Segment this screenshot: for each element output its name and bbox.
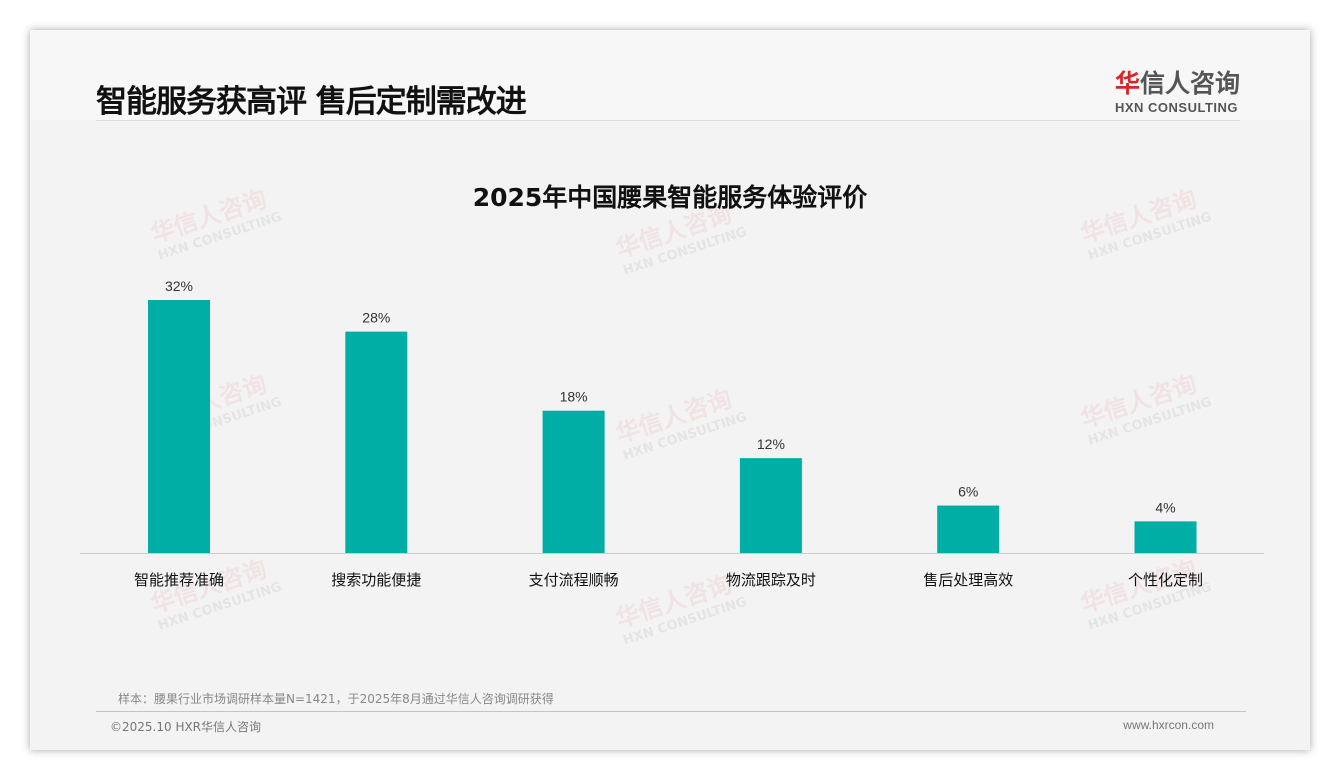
data-label: 18% [560,389,588,405]
logo-red: 华 [1114,69,1140,98]
bar-chart: 32% 智能推荐准确 28% 搜索功能便捷 18% 支付流程顺畅 12% 物流跟踪及时 6% 售后… [80,278,1264,589]
category-label: 支付流程顺畅 [529,571,619,589]
data-label: 32% [165,278,193,294]
header [30,30,1310,120]
data-label: 28% [362,310,390,326]
category-label: 物流跟踪及时 [726,571,816,589]
sample-note: 样本：腰果行业市场调研样本量N=1421，于2025年8月通过华信人咨询调研获得 [118,692,554,706]
category-label: 智能推荐准确 [134,571,224,589]
bar [345,331,408,553]
chart-title: 2025年中国腰果智能服务体验评价 [472,183,868,212]
category-label: 售后处理高效 [923,571,1013,589]
data-label: 4% [1155,499,1175,515]
data-label: 6% [958,484,978,500]
footer-divider [96,711,1246,712]
logo: 华信人咨询 HXN CONSULTING [1115,64,1240,115]
category-label: 个性化定制 [1128,571,1203,589]
bar [542,410,605,553]
bar [1134,521,1197,553]
bar [148,300,210,553]
logo-cn: 信人咨询 [1139,69,1240,98]
category-label: 搜索功能便捷 [331,571,421,589]
bar [739,458,802,553]
page-title: 智能服务获高评 售后定制需改进 [96,84,527,120]
website-url: www.hxrcon.com [1123,718,1214,732]
bar [937,505,1000,553]
copyright: ©2025.10 HXR华信人咨询 [110,720,262,734]
data-label: 12% [757,436,785,452]
slide: 智能服务获高评 售后定制需改进 华信人咨询 HXN CONSULTING 华信人… [30,30,1310,750]
header-divider [96,120,1240,121]
logo-en: HXN CONSULTING [1114,100,1239,115]
